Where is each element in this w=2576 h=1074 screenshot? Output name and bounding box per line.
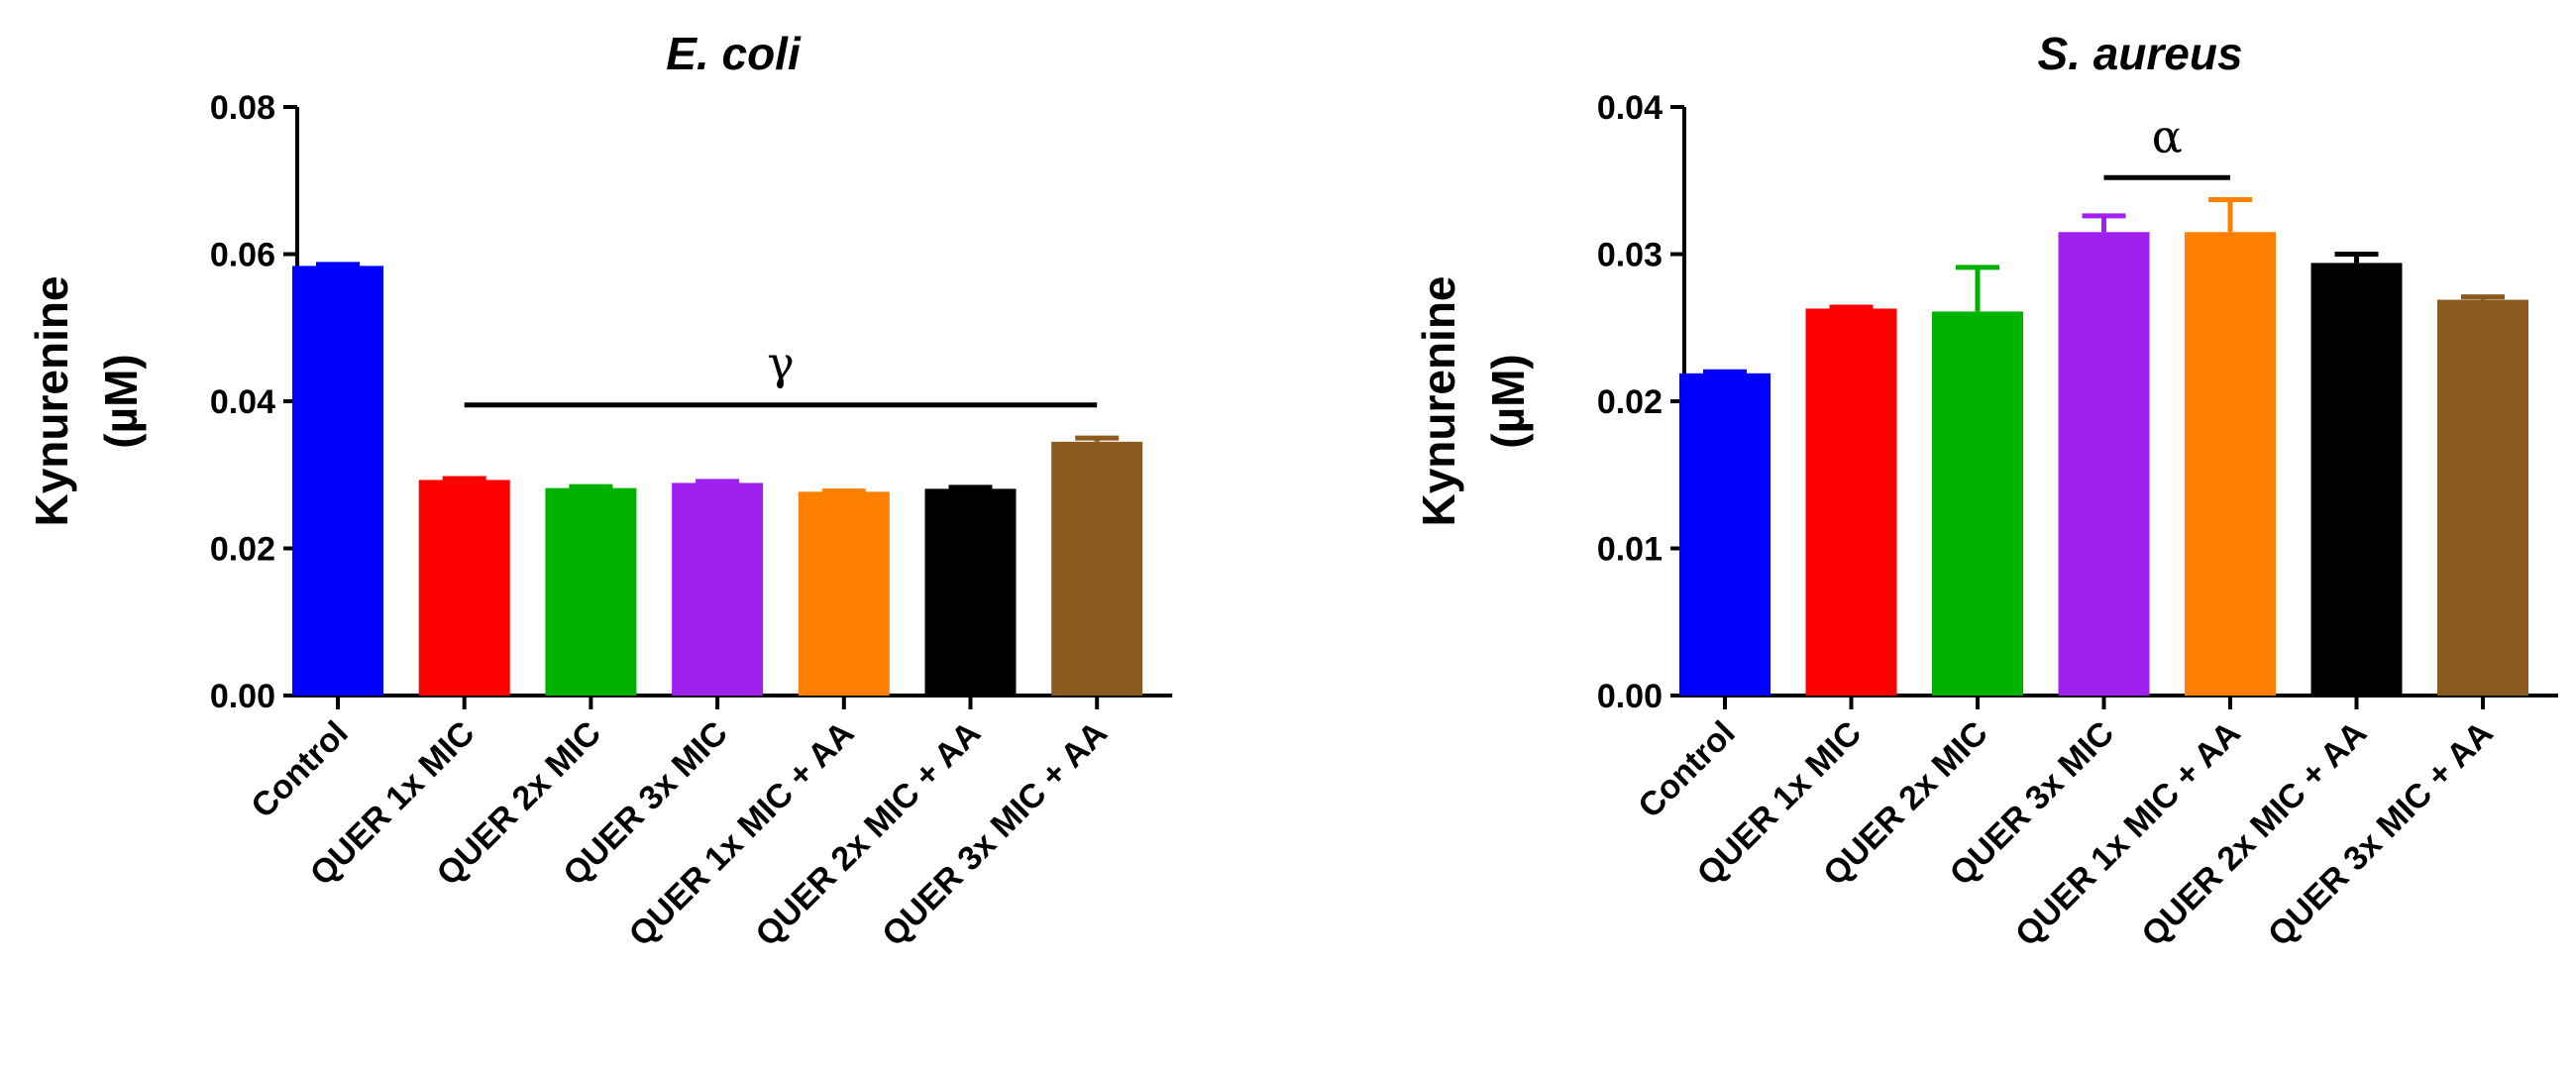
y-tick-label: 0.03 (1597, 237, 1663, 274)
y-tick-label: 0.02 (1597, 383, 1663, 421)
bar (292, 266, 383, 696)
chart-1: E. coli Kynurenine (µM) 0.00 0.02 0.04 0.06 0.0… (26, 28, 1173, 954)
x-tick-label: Control (244, 714, 355, 825)
bar (2310, 263, 2403, 696)
bar (924, 488, 1017, 696)
chart-title: E. coli (666, 28, 802, 79)
y-axis-label: Kynurenine (1413, 275, 1464, 526)
y-axis-unit: (µM) (1482, 354, 1534, 448)
bar (1679, 373, 1771, 696)
y-tick-label: 0.04 (1597, 89, 1663, 127)
x-tick-label: Control (1631, 714, 1742, 825)
y-tick-label: 0.02 (210, 531, 275, 569)
bar (798, 491, 890, 696)
bar (545, 487, 637, 696)
bar (1805, 308, 1897, 696)
y-axis-label: Kynurenine (26, 275, 77, 526)
y-axis-unit: (µM) (95, 354, 147, 448)
chart-title: S. aureus (2037, 28, 2242, 79)
significance-symbol: α (2152, 109, 2183, 162)
y-tick-label: 0.04 (210, 383, 275, 421)
bar (1932, 311, 2023, 696)
bar (2058, 232, 2150, 696)
y-tick-label: 0.08 (210, 89, 275, 127)
x-tick-label: QUER 2x MIC + AA (748, 714, 988, 954)
significance-symbol: γ (767, 337, 795, 390)
x-tick-label: QUER 1x MIC + AA (2008, 714, 2248, 954)
y-tick-label: 0.00 (1597, 678, 1663, 715)
chart-2: S. aureus Kynurenine (µM) 0.00 0.01 0.02 0.03 0… (1413, 28, 2558, 954)
y-tick-label: 0.06 (210, 237, 275, 274)
x-tick-label: QUER 1x MIC + AA (622, 714, 862, 954)
bar (418, 480, 510, 696)
x-tick-label: QUER 3x MIC + AA (2261, 714, 2501, 954)
bar (1051, 441, 1143, 696)
bar (672, 483, 764, 696)
bar (2437, 299, 2528, 696)
x-tick-label: QUER 3x MIC + AA (875, 714, 1115, 954)
bar (2185, 232, 2276, 696)
y-tick-label: 0.01 (1597, 531, 1663, 569)
x-tick-label: QUER 2x MIC + AA (2134, 714, 2374, 954)
y-tick-label: 0.00 (210, 678, 275, 715)
